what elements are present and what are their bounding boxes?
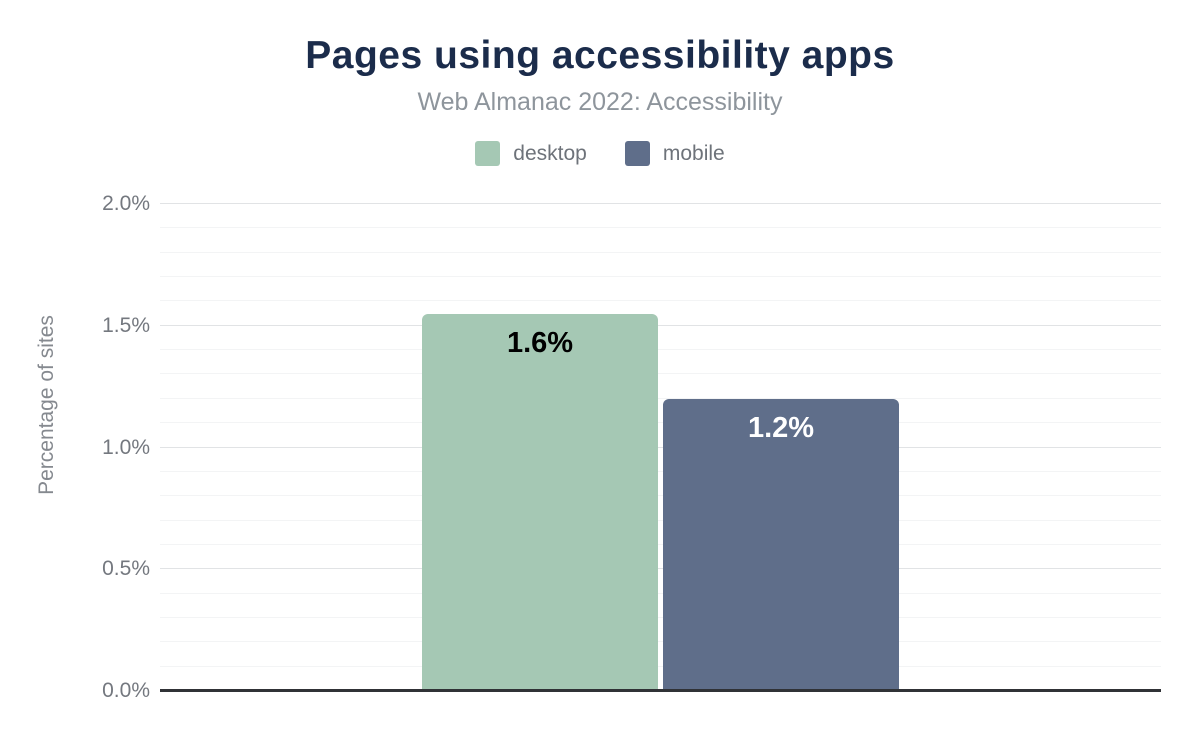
page-title: Pages using accessibility apps bbox=[305, 34, 895, 77]
legend: desktop mobile bbox=[0, 141, 1200, 166]
gridline bbox=[160, 373, 1161, 375]
y-axis-tick-label: 2.0% bbox=[102, 192, 150, 215]
gridline bbox=[160, 324, 1161, 326]
legend-label-mobile: mobile bbox=[662, 141, 725, 165]
gridline bbox=[160, 665, 1161, 667]
gridline bbox=[160, 641, 1161, 643]
y-axis-tick-label: 0.5% bbox=[102, 557, 150, 581]
bar-label-mobile: 1.2% bbox=[747, 411, 815, 444]
bar-group: 1.6% 1.2% bbox=[160, 313, 1161, 691]
gridline bbox=[160, 568, 1161, 570]
gridline bbox=[160, 349, 1161, 351]
y-axis-tick-label: 1.0% bbox=[102, 435, 150, 459]
gridline bbox=[160, 616, 1161, 618]
gridline bbox=[160, 446, 1161, 448]
y-axis-tick-label: 0.0% bbox=[102, 679, 150, 702]
mobile-swatch-icon bbox=[624, 141, 650, 166]
gridline bbox=[160, 203, 1161, 204]
bar-label-desktop: 1.6% bbox=[506, 326, 574, 359]
x-axis-line bbox=[160, 689, 1161, 692]
gridline bbox=[160, 397, 1161, 399]
y-axis-title: Percentage of sites bbox=[35, 315, 58, 495]
y-axis-tick-label: 1.5% bbox=[102, 313, 150, 337]
gridline bbox=[160, 592, 1161, 594]
plot-area: 1.6% 1.2% bbox=[160, 203, 1161, 692]
legend-item-desktop[interactable]: desktop bbox=[475, 141, 587, 166]
page-subtitle: Web Almanac 2022: Accessibility bbox=[417, 88, 783, 116]
gridline bbox=[160, 422, 1161, 424]
bar-desktop[interactable]: 1.6% bbox=[422, 313, 658, 691]
gridline bbox=[160, 276, 1161, 278]
gridline bbox=[160, 251, 1161, 253]
gridline bbox=[160, 300, 1161, 302]
gridline bbox=[160, 470, 1161, 472]
gridline bbox=[160, 495, 1161, 497]
gridline bbox=[160, 519, 1161, 521]
legend-label-desktop: desktop bbox=[513, 141, 587, 165]
gridline bbox=[160, 227, 1161, 229]
desktop-swatch-icon bbox=[475, 141, 501, 166]
gridline bbox=[160, 543, 1161, 545]
legend-item-mobile[interactable]: mobile bbox=[624, 141, 725, 166]
bar-mobile[interactable]: 1.2% bbox=[663, 398, 899, 691]
